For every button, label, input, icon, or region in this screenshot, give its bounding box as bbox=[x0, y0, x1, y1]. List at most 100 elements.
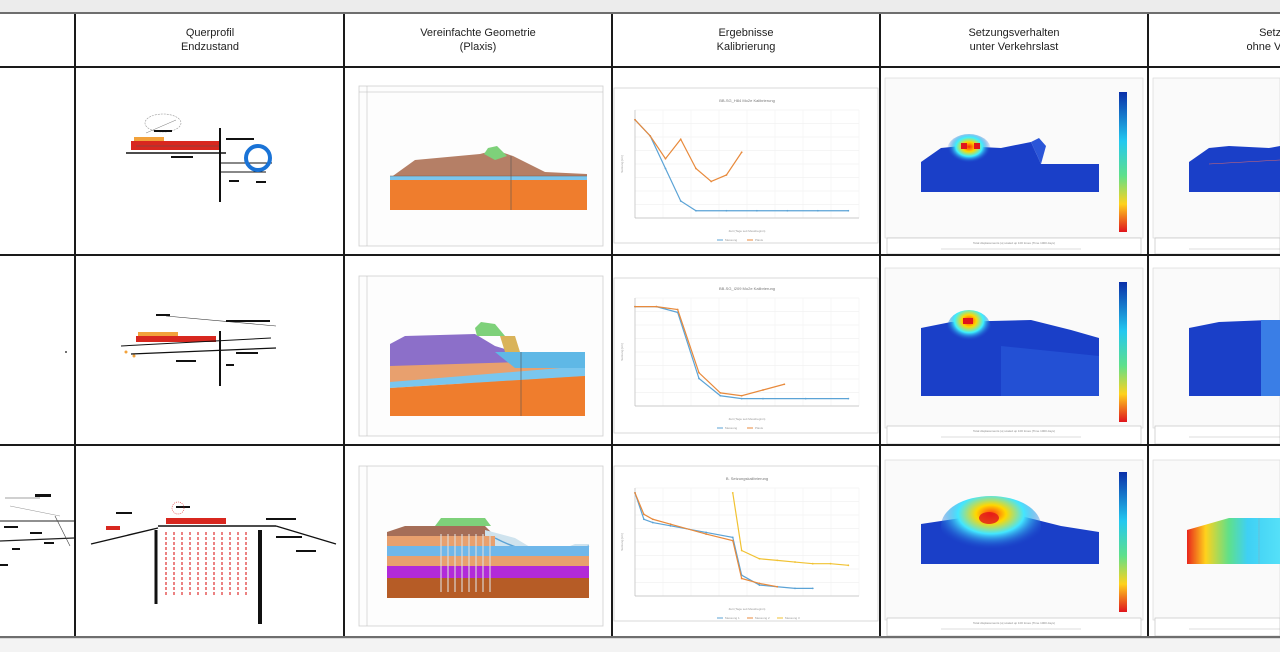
row-divider bbox=[0, 444, 1280, 446]
chart-svg-2: BB-SG_I209 Mo2e Kalibrierung Zeit (Tage s… bbox=[613, 277, 879, 434]
data-point bbox=[758, 557, 761, 560]
data-point bbox=[642, 513, 645, 516]
result-caption-2: Total displacements |u| scaled up 100 ti… bbox=[973, 429, 1055, 433]
chart-ylabel: Setzung [cm] bbox=[620, 155, 624, 173]
column-divider bbox=[74, 14, 76, 636]
bottom-strip bbox=[0, 638, 1280, 652]
settlement-noload-2 bbox=[1149, 256, 1280, 444]
row-divider bbox=[0, 254, 1280, 256]
plaxis-geometry-2 bbox=[345, 256, 611, 444]
data-point bbox=[758, 584, 761, 586]
profile-empty-2 bbox=[0, 256, 74, 444]
data-point bbox=[642, 518, 645, 521]
chart-title: BB-SG_H84 Mo2e Kalibrierung bbox=[719, 98, 775, 103]
chart-title: BB-SG_I209 Mo2e Kalibrierung bbox=[719, 286, 775, 291]
chart-svg-1: BB-SG_H84 Mo2e Kalibrierung Zeit (Tage se… bbox=[613, 87, 879, 244]
data-point bbox=[705, 531, 708, 534]
data-point bbox=[829, 562, 832, 565]
data-point bbox=[725, 174, 728, 176]
settlement-result-1: Total displacements |u| scaled up 100 ti… bbox=[881, 68, 1147, 254]
data-point bbox=[719, 394, 722, 397]
data-point bbox=[664, 157, 667, 160]
plaxis-geometry-3 bbox=[345, 446, 611, 636]
data-point bbox=[786, 209, 789, 212]
data-point bbox=[758, 582, 761, 585]
data-point bbox=[794, 561, 796, 563]
chart-svg-3: B. Setzungskalibrierung Zeit (Tage seit M… bbox=[613, 465, 879, 622]
data-point bbox=[762, 389, 764, 391]
data-point bbox=[740, 151, 743, 154]
data-point bbox=[740, 394, 743, 397]
data-point bbox=[649, 135, 652, 137]
data-point bbox=[669, 524, 672, 527]
header-ergebnisse: Ergebnisse Kalibrierung bbox=[716, 27, 776, 53]
cross-section-drawing-2 bbox=[76, 256, 343, 444]
data-point bbox=[776, 559, 779, 562]
header-setzung-ohne: Setzungsohne Verkehrs bbox=[1246, 27, 1280, 53]
data-point bbox=[655, 305, 658, 308]
data-point bbox=[811, 562, 814, 565]
header-geometrie: Vereinfachte Geometrie (Plaxis) bbox=[420, 27, 536, 53]
chart-xlabel: Zeit (Tage seit Messbeginn) bbox=[729, 607, 766, 611]
data-point bbox=[762, 397, 764, 400]
header-querprofil: Querprofil Endzustand bbox=[180, 27, 240, 53]
data-point bbox=[731, 492, 734, 494]
data-point bbox=[651, 521, 654, 524]
legend-label: Messung bbox=[725, 238, 738, 242]
data-point bbox=[664, 167, 667, 170]
legend-label: Messung 2 bbox=[755, 616, 770, 620]
data-point bbox=[847, 564, 850, 567]
settlement-result-2: Total displacements |u| scaled up 100 ti… bbox=[881, 256, 1147, 444]
data-point bbox=[740, 397, 743, 400]
chart-ylabel: Setzung [cm] bbox=[620, 343, 624, 361]
data-point bbox=[740, 549, 743, 552]
row-divider bbox=[0, 66, 1280, 68]
result-caption-3: Total displacements |u| scaled up 100 ti… bbox=[973, 621, 1055, 625]
data-point bbox=[698, 377, 700, 380]
data-point bbox=[695, 209, 697, 212]
data-point bbox=[698, 371, 700, 374]
header-setzung-verkehr: Setzungsverhalten unter Verkehrslast bbox=[968, 27, 1060, 53]
data-point bbox=[740, 577, 743, 580]
data-point bbox=[811, 587, 814, 590]
chart-title: B. Setzungskalibrierung bbox=[726, 476, 768, 481]
cross-section-drawing-3 bbox=[76, 446, 343, 636]
data-point bbox=[705, 533, 708, 535]
result-caption-1: Total displacements |u| scaled up 100 ti… bbox=[973, 241, 1055, 245]
data-point bbox=[783, 383, 786, 386]
settlement-result-3: Total displacements |u| scaled up 100 ti… bbox=[881, 446, 1147, 636]
column-divider bbox=[343, 14, 345, 636]
data-point bbox=[756, 209, 758, 212]
data-point bbox=[679, 138, 682, 141]
column-divider bbox=[611, 14, 613, 636]
calibration-chart-2: BB-SG_I209 Mo2e Kalibrierung Zeit (Tage s… bbox=[613, 256, 879, 444]
data-point bbox=[676, 308, 679, 311]
calibration-chart-1: BB-SG_H84 Mo2e Kalibrierung Zeit (Tage se… bbox=[613, 68, 879, 254]
data-point bbox=[776, 585, 779, 588]
data-point bbox=[634, 492, 636, 494]
series-line bbox=[634, 119, 743, 183]
data-point bbox=[731, 536, 734, 539]
legend-label: Messung bbox=[725, 426, 738, 430]
chart-xlabel: Zeit (Tage seit Messbeginn) bbox=[729, 229, 766, 233]
settlement-noload-3 bbox=[1149, 446, 1280, 636]
data-point bbox=[847, 209, 850, 212]
data-point bbox=[634, 118, 636, 121]
data-point bbox=[794, 587, 796, 590]
data-point bbox=[719, 391, 722, 394]
series-line bbox=[635, 306, 785, 397]
settlement-noload-1 bbox=[1149, 68, 1280, 254]
table-sheet: Querprofil Endzustand Vereinfachte Geomet… bbox=[0, 12, 1280, 638]
data-point bbox=[816, 209, 819, 212]
data-point bbox=[804, 397, 807, 400]
calibration-chart-3: B. Setzungskalibrierung Zeit (Tage seit M… bbox=[613, 446, 879, 636]
data-point bbox=[634, 305, 636, 308]
data-point bbox=[847, 397, 850, 400]
legend-label: Messung 3 bbox=[785, 616, 800, 620]
data-point bbox=[669, 523, 672, 526]
data-point bbox=[725, 209, 728, 212]
data-point bbox=[731, 539, 734, 542]
cross-section-drawing-1 bbox=[76, 68, 343, 254]
column-divider bbox=[1147, 14, 1149, 636]
chart-xlabel: Zeit (Tage seit Messbeginn) bbox=[729, 417, 766, 421]
